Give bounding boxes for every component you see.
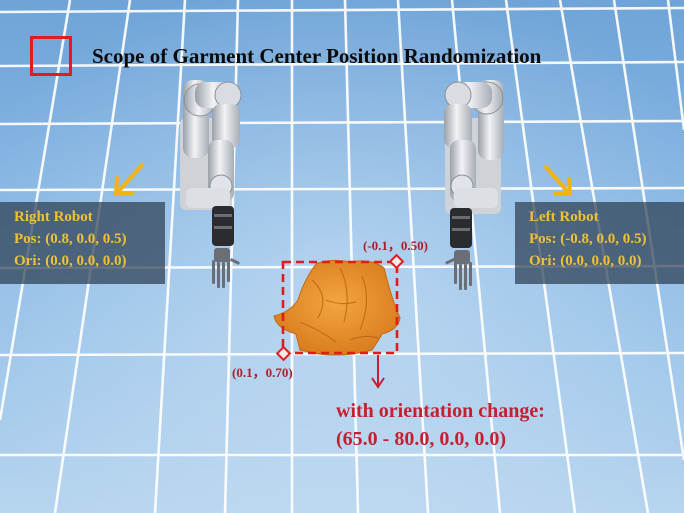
scope-corner-marker-top-right [388,253,405,270]
left-robot-pos: Pos: (-0.8, 0.0, 0.5) [529,231,647,247]
scope-corner-marker-bottom-left [275,345,292,362]
right-robot-arm [180,80,242,288]
left-robot-arrow [544,165,573,196]
left-robot-arm [444,80,504,290]
left-robot-name: Left Robot [529,209,599,225]
orientation-line-2: (65.0 - 80.0, 0.0, 0.0) [336,428,506,450]
scope-corner-label-top-right: (-0.1，0.50) [363,238,428,253]
right-robot-info-panel: Right Robot Pos: (0.8, 0.0, 0.5) Ori: (0… [0,202,165,284]
randomization-scope-box [281,260,399,355]
right-robot-pos: Pos: (0.8, 0.0, 0.5) [14,231,127,247]
right-robot-ori: Ori: (0.0, 0.0, 0.0) [14,253,127,269]
left-robot-ori: Ori: (0.0, 0.0, 0.0) [529,253,642,269]
orientation-arrow [371,355,385,389]
legend-title: Scope of Garment Center Position Randomi… [92,44,542,68]
garment [273,259,401,356]
left-robot-info-panel: Left Robot Pos: (-0.8, 0.0, 0.5) Ori: (0… [515,202,684,284]
right-robot-arrow [113,163,144,197]
legend-red-box-icon [30,36,72,76]
orientation-change-annotation: with orientation change: (65.0 - 80.0, 0… [336,397,545,453]
right-robot-name: Right Robot [14,209,93,225]
scope-corner-label-bottom-left: (0.1，0.70) [232,365,293,380]
orientation-line-1: with orientation change: [336,400,545,422]
